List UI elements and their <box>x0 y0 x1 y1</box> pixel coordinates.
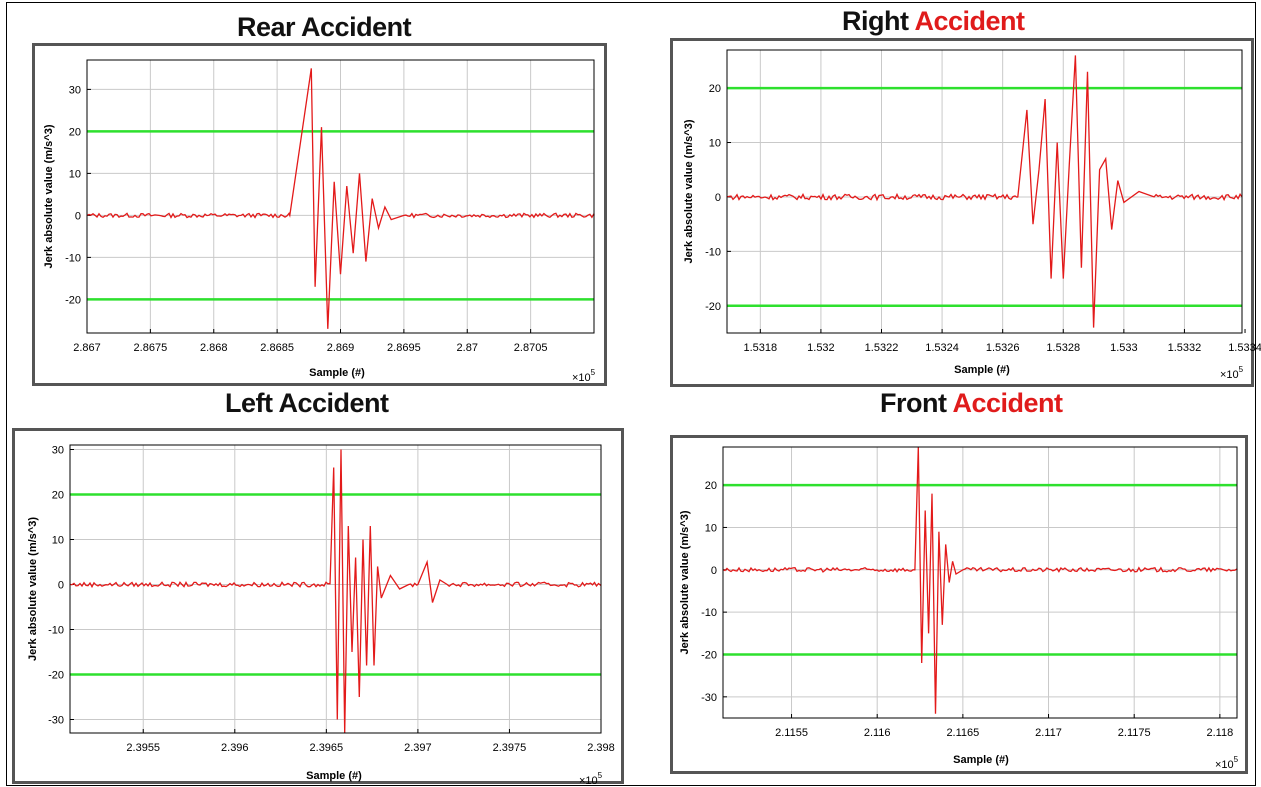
x-tick-label: 1.5326 <box>986 342 1020 354</box>
y-tick-label: -20 <box>705 301 721 313</box>
title-right: Right Accident <box>842 6 1025 37</box>
y-tick-label: 30 <box>69 84 81 96</box>
x-tick-label: 2.118 <box>1207 727 1234 739</box>
y-tick-label: 20 <box>705 480 717 492</box>
y-tick-label: -10 <box>701 607 717 619</box>
x-tick-label: 2.8705 <box>514 342 548 354</box>
y-axis-label: Jerk absolute value (m/s^3) <box>683 119 695 263</box>
x-tick-label: 2.1165 <box>946 727 979 739</box>
plot-area <box>722 446 1238 719</box>
x-tick-label: 1.532 <box>807 342 835 354</box>
plot-frame <box>726 49 1243 334</box>
signal-line <box>86 68 595 329</box>
x-tick-label: 1.5328 <box>1046 342 1080 354</box>
y-axis-label: Jerk absolute value (m/s^3) <box>27 517 39 661</box>
figure-border <box>6 2 1256 786</box>
signal-line <box>726 55 1243 328</box>
title-left: Left Accident <box>225 388 389 419</box>
x-tick-label: 1.5324 <box>925 342 959 354</box>
title-rear: Rear Accident <box>237 12 412 43</box>
title-rear-part1: Rear <box>237 12 296 42</box>
y-axis-label: Jerk absolute value (m/s^3) <box>679 510 691 654</box>
title-right-part1: Right <box>842 6 909 36</box>
x-tick-label: 2.3965 <box>310 742 344 754</box>
y-tick-label: 0 <box>58 580 64 592</box>
y-tick-label: 20 <box>69 126 81 138</box>
x-exponent-power: 5 <box>1234 755 1239 764</box>
y-tick-label: 30 <box>52 445 64 457</box>
title-front-part1: Front <box>880 388 947 418</box>
x-exponent-power: 5 <box>598 771 603 780</box>
x-axis-label: Sample (#) <box>953 754 1009 766</box>
x-tick-label: 2.8685 <box>260 342 294 354</box>
x-tick-label: 2.397 <box>404 742 432 754</box>
y-tick-label: -10 <box>65 252 81 264</box>
title-left-part2: Accident <box>278 388 390 418</box>
x-tick-label: 2.3975 <box>493 742 527 754</box>
x-tick-label: 2.8675 <box>134 342 168 354</box>
y-tick-label: 10 <box>709 138 721 150</box>
x-exponent-label: ×105 <box>579 771 603 787</box>
x-tick-label: 2.87 <box>457 342 478 354</box>
x-exponent-label: ×105 <box>572 368 596 384</box>
title-left-part1: Left <box>225 388 273 418</box>
x-axis-label: Sample (#) <box>954 364 1010 376</box>
y-tick-label: -10 <box>48 625 64 637</box>
y-tick-label: 0 <box>75 210 81 222</box>
x-tick-label: 1.533 <box>1110 342 1138 354</box>
x-tick-label: 1.5334 <box>1228 342 1261 354</box>
y-tick-label: -20 <box>701 649 717 661</box>
y-tick-label: 10 <box>69 168 81 180</box>
title-front-part2: Accident <box>952 388 1063 418</box>
x-tick-label: 2.117 <box>1035 727 1062 739</box>
y-axis-label: Jerk absolute value (m/s^3) <box>43 124 55 268</box>
y-tick-label: -30 <box>701 692 717 704</box>
plot-frame <box>722 446 1238 719</box>
x-tick-label: 2.3955 <box>126 742 160 754</box>
x-exponent-label: ×105 <box>1215 755 1239 771</box>
x-tick-label: 1.5318 <box>743 342 777 354</box>
x-exponent-label: ×105 <box>1220 365 1244 381</box>
x-tick-label: 2.8695 <box>387 342 421 354</box>
y-tick-label: -20 <box>48 670 64 682</box>
x-tick-label: 1.5322 <box>865 342 899 354</box>
y-tick-label: 20 <box>709 83 721 95</box>
x-exponent-power: 5 <box>1239 365 1244 374</box>
title-front: Front Accident <box>880 388 1063 419</box>
signal-line <box>722 446 1238 714</box>
plot-frame <box>86 59 595 334</box>
x-tick-label: 2.116 <box>864 727 891 739</box>
y-tick-label: 10 <box>705 522 717 534</box>
x-tick-label: 2.1155 <box>775 727 808 739</box>
y-tick-label: -30 <box>48 715 64 727</box>
signal-line <box>69 449 602 734</box>
y-tick-label: -10 <box>705 246 721 258</box>
x-tick-label: 2.867 <box>73 342 101 354</box>
plot-area <box>726 49 1243 334</box>
title-right-part2: Accident <box>914 6 1025 36</box>
plot-frame <box>69 444 602 734</box>
y-tick-label: -20 <box>65 294 81 306</box>
title-rear-part2: Accident <box>301 12 412 42</box>
x-tick-label: 2.1175 <box>1118 727 1151 739</box>
x-tick-label: 2.869 <box>327 342 355 354</box>
y-tick-label: 0 <box>711 565 717 577</box>
x-tick-label: 2.868 <box>200 342 228 354</box>
x-axis-label: Sample (#) <box>306 770 362 782</box>
y-tick-label: 0 <box>715 192 721 204</box>
x-tick-label: 2.396 <box>221 742 249 754</box>
y-tick-label: 10 <box>52 535 64 547</box>
y-tick-label: 20 <box>52 490 64 502</box>
x-exponent-power: 5 <box>591 368 596 377</box>
x-tick-label: 1.5332 <box>1168 342 1202 354</box>
x-axis-label: Sample (#) <box>309 367 365 379</box>
x-tick-label: 2.398 <box>587 742 615 754</box>
